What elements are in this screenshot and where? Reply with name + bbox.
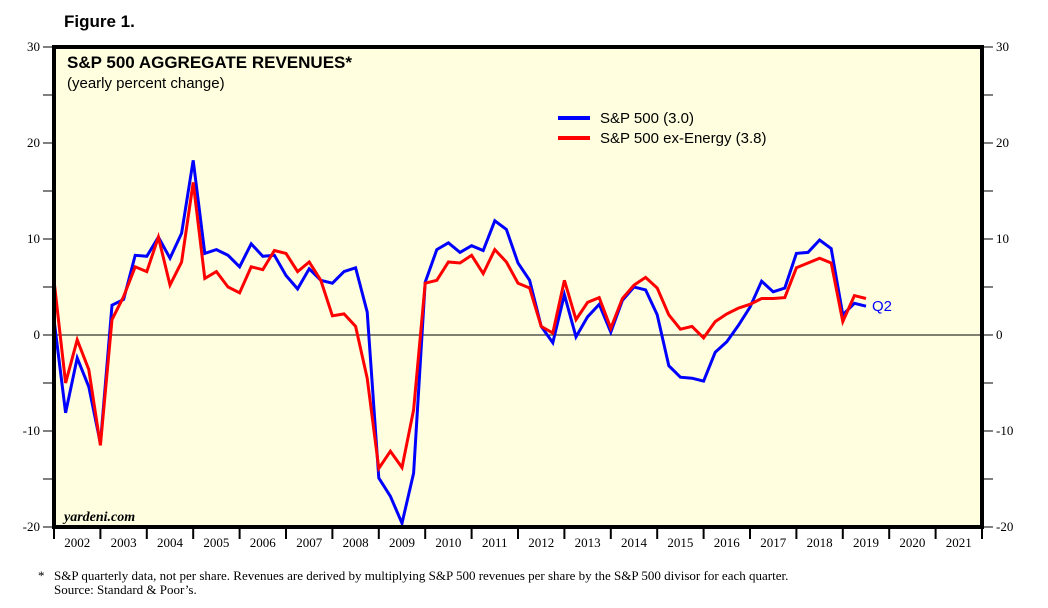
y-tick-label-right: 0 — [996, 327, 1003, 342]
y-tick-label-right: -10 — [996, 423, 1013, 438]
x-tick-label: 2021 — [946, 535, 972, 550]
x-tick-label: 2020 — [899, 535, 925, 550]
y-tick-label-left: -10 — [23, 423, 40, 438]
x-axis: 2002 2003 2004 2005 2006 2007 2008 2009 2010 2011… — [53, 527, 983, 550]
x-tick-label: 2010 — [435, 535, 461, 550]
y-tick-label-left: -20 — [23, 519, 40, 534]
y-tick-label-right: 10 — [996, 231, 1009, 246]
chart: -20 -10 0 10 20 30 -20 -10 0 10 20 30 2002 2003 2004… — [23, 39, 1014, 550]
x-tick-label: 2017 — [760, 535, 787, 550]
legend-label-sp500: S&P 500 (3.0) — [600, 110, 694, 127]
x-tick-label: 2019 — [853, 535, 879, 550]
x-tick-label: 2016 — [714, 535, 741, 550]
y-tick-label-left: 30 — [27, 39, 40, 54]
plot-frame — [52, 45, 984, 529]
x-tick-label: 2003 — [111, 535, 137, 550]
series-group — [52, 160, 867, 528]
y-axis-right: -20 -10 0 10 20 30 — [982, 39, 1013, 534]
chart-subtitle: (yearly percent change) — [67, 75, 225, 92]
x-tick-label: 2006 — [250, 535, 277, 550]
y-tick-label-left: 0 — [34, 327, 41, 342]
x-tick-label: 2008 — [343, 535, 369, 550]
x-tick-label: 2005 — [203, 535, 229, 550]
x-tick-label: 2011 — [482, 535, 508, 550]
footnote-marker: * — [38, 568, 45, 583]
footnote-source: Source: Standard & Poor’s. — [54, 582, 197, 597]
x-tick-label: 2018 — [807, 535, 833, 550]
y-tick-label-right: 20 — [996, 135, 1009, 150]
end-label-q2: Q2 — [872, 298, 892, 315]
x-tick-label: 2002 — [64, 535, 90, 550]
y-tick-label-right: 30 — [996, 39, 1009, 54]
x-tick-label: 2012 — [528, 535, 554, 550]
x-tick-label: 2013 — [575, 535, 601, 550]
footnote: * S&P quarterly data, not per share. Reve… — [38, 569, 788, 597]
x-tick-label: 2004 — [157, 535, 184, 550]
x-tick-label: 2015 — [667, 535, 693, 550]
y-tick-label-left: 10 — [27, 231, 40, 246]
plot-background — [54, 47, 982, 527]
figure-label: Figure 1. — [64, 12, 135, 31]
watermark: yardeni.com — [62, 510, 135, 525]
y-tick-label-right: -20 — [996, 519, 1013, 534]
x-tick-label: 2014 — [621, 535, 648, 550]
x-tick-label: 2007 — [296, 535, 323, 550]
chart-title: S&P 500 AGGREGATE REVENUES* — [67, 53, 352, 72]
legend: S&P 500 (3.0) S&P 500 ex-Energy (3.8) — [558, 110, 766, 147]
legend-label-sp500-ex-energy: S&P 500 ex-Energy (3.8) — [600, 130, 766, 147]
x-tick-label: 2009 — [389, 535, 415, 550]
footnote-text: S&P quarterly data, not per share. Reven… — [54, 568, 789, 583]
y-axis-left: -20 -10 0 10 20 30 — [23, 39, 54, 534]
y-tick-label-left: 20 — [27, 135, 40, 150]
